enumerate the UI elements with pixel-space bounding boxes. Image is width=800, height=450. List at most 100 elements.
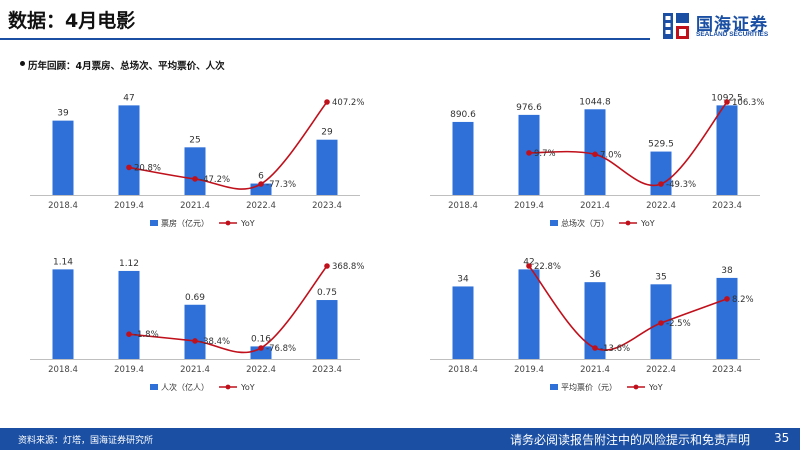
bar: [52, 120, 74, 195]
x-tick-label: 2018.4: [48, 201, 78, 211]
bar: [250, 346, 272, 359]
bar: [584, 282, 606, 359]
x-tick-label: 2019.4: [114, 201, 144, 211]
x-tick-label: 2022.4: [246, 201, 276, 211]
bar-label: 529.5: [648, 140, 674, 150]
bar-label: 0.16: [251, 334, 271, 344]
bar-label: 35: [655, 272, 666, 282]
legend-line-marker: [225, 384, 231, 390]
bar-label: 29: [321, 128, 333, 138]
yoy-label: 106.3%: [732, 98, 764, 108]
brand-logo: 国海证券 SEALAND SECURITIES: [660, 10, 795, 44]
brand-name-en: SEALAND SECURITIES: [696, 31, 769, 38]
yoy-label: 9.7%: [534, 149, 556, 159]
brand-name-cn: 国海证券: [696, 15, 768, 35]
yoy-point: [324, 99, 330, 105]
bar: [716, 105, 738, 195]
legend-line-marker: [225, 220, 231, 226]
legend-line-label: YoY: [648, 383, 663, 392]
x-tick-label: 2019.4: [514, 365, 544, 375]
x-tick-label: 2021.4: [580, 365, 610, 375]
bar: [52, 269, 74, 359]
legend-line-label: YoY: [240, 383, 255, 392]
yoy-point: [658, 320, 664, 326]
legend-bar-label: 平均票价（元）: [561, 382, 617, 392]
chart-screenings: 890.6 2018.4 976.6 2019.4 1044.8 2021.4 529.5 2…: [425, 78, 765, 238]
x-tick-label: 2021.4: [180, 201, 210, 211]
bar: [250, 183, 272, 195]
yoy-point: [658, 181, 664, 187]
bar-label: 25: [189, 135, 200, 145]
bar: [118, 105, 140, 195]
footer-source: 资料来源：灯塔，国海证券研究所: [18, 436, 154, 446]
yoy-point: [192, 338, 198, 344]
yoy-line: [528, 265, 728, 351]
bar: [518, 269, 540, 359]
bar: [716, 277, 738, 359]
x-tick-label: 2019.4: [114, 365, 144, 375]
yoy-line: [128, 101, 328, 190]
yoy-label: -1.8%: [134, 330, 159, 340]
legend-line-marker: [625, 220, 631, 226]
yoy-label: 20.8%: [134, 163, 161, 173]
bar-label: 976.6: [516, 103, 542, 113]
legend-bar-swatch: [150, 384, 158, 390]
bar-label: 1.14: [53, 257, 73, 267]
bar: [184, 304, 206, 359]
yoy-label: -76.8%: [266, 344, 296, 354]
bar: [650, 151, 672, 195]
yoy-point: [258, 181, 264, 187]
bar-label: 39: [57, 109, 69, 119]
legend-line-label: YoY: [640, 219, 655, 228]
bar-label: 0.75: [317, 288, 337, 298]
x-tick-label: 2023.4: [312, 365, 342, 375]
x-tick-label: 2023.4: [712, 365, 742, 375]
x-tick-label: 2018.4: [448, 201, 478, 211]
title-underline: [0, 38, 650, 40]
legend-bar-label: 人次（亿人）: [161, 382, 209, 392]
yoy-point: [126, 331, 132, 337]
yoy-label: 8.2%: [732, 295, 754, 305]
yoy-line: [128, 265, 328, 354]
bar-label: 38: [721, 266, 733, 276]
x-tick-label: 2023.4: [712, 201, 742, 211]
legend-bar-swatch: [550, 220, 558, 226]
yoy-label: -13.6%: [600, 344, 630, 354]
chart-admissions: 1.14 2018.4 1.12 2019.4 0.69 2021.4 0.16 2022.4…: [25, 242, 365, 402]
footer-disclaimer: 请务必阅读报告附注中的风险提示和免责声明: [510, 433, 751, 447]
bar-label: 6: [258, 172, 264, 182]
x-tick-label: 2021.4: [580, 201, 610, 211]
bar: [316, 300, 338, 359]
yoy-point: [192, 176, 198, 182]
bar: [118, 270, 140, 359]
yoy-label: -49.3%: [666, 180, 696, 190]
sealand-logo-icon: [663, 13, 689, 39]
yoy-label: -77.3%: [266, 180, 296, 190]
legend-line-label: YoY: [240, 219, 255, 228]
bar-label: 47: [123, 93, 134, 103]
bar-label: 890.6: [450, 110, 476, 120]
legend-bar-swatch: [150, 220, 158, 226]
yoy-point: [324, 263, 330, 269]
yoy-label: -47.2%: [200, 175, 230, 185]
yoy-label: 7.0%: [600, 150, 622, 160]
section-subtitle: 历年回顾：4月票房、总场次、平均票价、人次: [28, 61, 225, 72]
chart-avg-price: 34 2018.4 42 2019.4 36 2021.4 35 2022.4 38 2023.4…: [425, 242, 765, 402]
yoy-line: [528, 101, 728, 187]
bar-label: 36: [589, 270, 601, 280]
page-number: 35: [774, 431, 790, 445]
yoy-point: [592, 151, 598, 158]
x-tick-label: 2022.4: [246, 365, 276, 375]
yoy-label: -2.5%: [666, 319, 691, 329]
yoy-point: [258, 345, 264, 351]
yoy-point: [724, 99, 730, 105]
bar: [452, 121, 474, 195]
legend-line-marker: [633, 384, 639, 390]
yoy-point: [126, 164, 132, 171]
yoy-label: -38.4%: [200, 337, 230, 347]
bar: [452, 286, 474, 359]
yoy-point: [592, 345, 598, 351]
page-title: 数据：4月电影: [8, 10, 136, 32]
x-tick-label: 2022.4: [646, 365, 676, 375]
yoy-label: 407.2%: [332, 98, 364, 108]
